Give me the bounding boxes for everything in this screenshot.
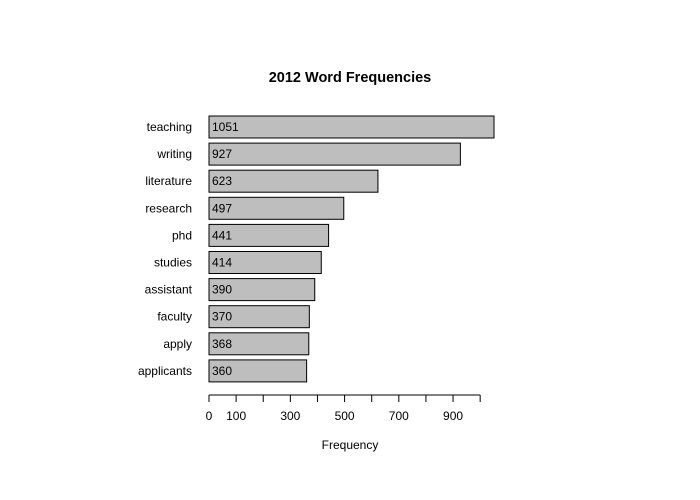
category-label-assistant: assistant [145, 283, 193, 297]
value-label-literature: 623 [212, 174, 232, 188]
value-label-apply: 368 [212, 337, 232, 351]
category-label-teaching: teaching [147, 120, 192, 134]
category-label-literature: literature [145, 174, 192, 188]
category-label-faculty: faculty [157, 310, 192, 324]
bar-writing [208, 142, 461, 166]
value-label-applicants: 360 [212, 364, 232, 378]
category-label-studies: studies [154, 256, 192, 270]
bar-studies [208, 251, 322, 274]
x-tick-label-0: 0 [206, 409, 213, 423]
bar-research [208, 196, 345, 220]
x-tick-label-300: 300 [280, 409, 300, 423]
bars-group [208, 115, 495, 383]
value-label-studies: 414 [212, 256, 232, 270]
bar-teaching [208, 115, 495, 139]
category-label-writing: writing [156, 147, 192, 161]
x-tick-label-700: 700 [389, 409, 409, 423]
value-label-faculty: 370 [212, 310, 232, 324]
category-label-apply: apply [163, 337, 192, 351]
bar-apply [208, 332, 310, 356]
bar-faculty [208, 305, 310, 329]
bar-literature [208, 169, 379, 193]
x-tick-label-900: 900 [443, 409, 463, 423]
category-label-phd: phd [172, 228, 192, 242]
x-tick-label-500: 500 [335, 409, 355, 423]
value-label-phd: 441 [212, 228, 232, 242]
x-tick-label-100: 100 [226, 409, 246, 423]
value-label-research: 497 [212, 201, 232, 215]
x-axis-label: Frequency [322, 438, 379, 452]
value-labels: 1051 927 623 497 441 414 390 370 368 360 [212, 120, 239, 378]
category-label-applicants: applicants [138, 364, 192, 378]
x-axis-ticks: 0 100 300 500 700 900 [206, 395, 481, 423]
bar-phd [208, 223, 330, 247]
chart-title: 2012 Word Frequencies [269, 70, 432, 86]
category-labels: teaching writing literature research phd stud… [138, 120, 193, 378]
value-label-teaching: 1051 [212, 120, 239, 134]
bar-assistant [208, 278, 316, 302]
value-label-assistant: 390 [212, 283, 232, 297]
category-label-research: research [145, 201, 192, 215]
bar-applicants [208, 359, 308, 383]
value-label-writing: 927 [212, 147, 232, 161]
